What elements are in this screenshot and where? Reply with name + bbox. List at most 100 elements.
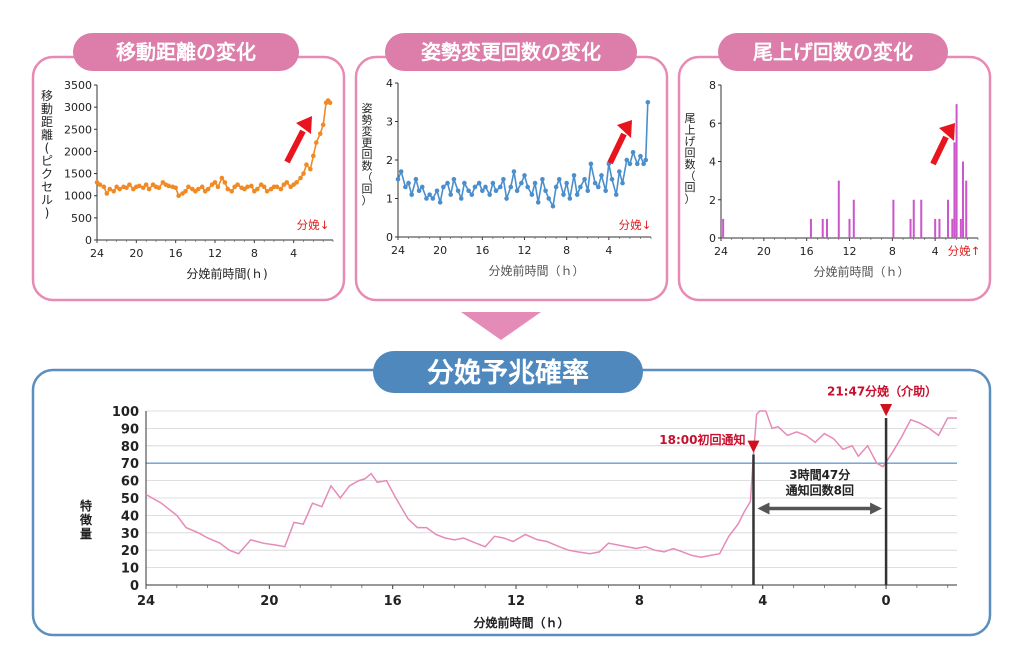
movement-title: 移動距離の変化 xyxy=(116,40,256,64)
data-point xyxy=(641,161,646,167)
y-axis-label-char: ピ xyxy=(41,154,53,168)
data-point xyxy=(278,186,284,192)
movement-chart: 0 500 1000 1500 2000 2500 3000 3500 24 20 16 12 8 4 分娩… xyxy=(41,79,334,281)
first-notice-label: 18:00初回通知 xyxy=(659,432,745,447)
data-point xyxy=(546,196,552,201)
y-tick-label: 1500 xyxy=(64,168,92,181)
data-point xyxy=(176,193,181,199)
data-point xyxy=(550,203,556,209)
y-axis-label-char: （ xyxy=(362,171,373,184)
birth-label: 21:47分娩（介助） xyxy=(827,383,937,398)
x-tick-label: 20 xyxy=(757,245,771,258)
x-tick-label: 8 xyxy=(251,247,258,260)
data-point xyxy=(493,188,499,194)
data-point xyxy=(508,184,514,190)
tail-rise-arrow-icon xyxy=(930,123,955,166)
y-tick-label: 50 xyxy=(121,492,139,507)
data-point xyxy=(462,180,467,186)
data-point xyxy=(261,184,267,190)
y-axis-label-char: ( xyxy=(45,141,50,155)
data-point xyxy=(434,188,440,194)
data-point xyxy=(195,186,201,192)
data-point xyxy=(645,99,651,105)
movement-rise-arrow-icon xyxy=(284,116,312,164)
data-point xyxy=(480,188,485,194)
y-tick-label: 500 xyxy=(71,212,92,225)
data-bar xyxy=(821,218,824,238)
data-point xyxy=(254,186,260,192)
x-tick-label: 4 xyxy=(932,245,939,258)
y-axis-label-char: 上 xyxy=(685,124,696,137)
data-point xyxy=(124,185,129,191)
y-axis-label-char: 回 xyxy=(685,181,696,194)
data-point xyxy=(556,176,562,182)
y-tick-label: 10 xyxy=(121,562,139,577)
data-point xyxy=(504,196,509,201)
data-point xyxy=(511,169,517,174)
data-point xyxy=(599,173,604,178)
interval-arrow-right-icon xyxy=(870,502,883,515)
data-point xyxy=(643,157,649,163)
data-bar xyxy=(962,161,965,238)
data-bar xyxy=(826,218,829,238)
data-point xyxy=(403,184,408,190)
data-point xyxy=(522,173,527,178)
y-tick-label: 30 xyxy=(121,527,139,542)
data-point xyxy=(567,196,573,201)
data-point xyxy=(186,184,191,190)
data-bar xyxy=(909,218,912,238)
y-tick-label: 1000 xyxy=(64,190,92,203)
data-point xyxy=(249,183,254,189)
data-point xyxy=(235,182,240,187)
x-tick-label: 12 xyxy=(843,245,857,258)
data-point xyxy=(183,188,188,194)
data-point xyxy=(430,196,436,201)
data-bar xyxy=(951,218,954,238)
data-point xyxy=(613,192,619,197)
data-point xyxy=(476,180,482,186)
x-tick-label: 4 xyxy=(758,594,767,609)
movement-title-pill xyxy=(73,33,299,71)
y-axis-label-char: ） xyxy=(685,193,696,206)
y-tick-label: 4 xyxy=(386,77,393,90)
data-point xyxy=(578,184,583,190)
data-point xyxy=(212,180,218,185)
data-point xyxy=(301,171,306,176)
data-point xyxy=(140,185,146,191)
data-point xyxy=(514,188,520,194)
y-axis-label-char: ） xyxy=(362,194,373,207)
posture-title: 姿勢変更回数の変化 xyxy=(421,40,601,64)
y-axis-label-char: ク xyxy=(41,167,53,181)
data-point xyxy=(398,169,404,174)
data-point xyxy=(497,184,503,190)
y-tick-label: 2 xyxy=(386,154,393,167)
data-bar xyxy=(959,218,962,238)
interval-count-label: 通知回数8回 xyxy=(786,483,854,498)
data-point xyxy=(624,157,630,163)
data-point xyxy=(395,176,401,182)
y-tick-label: 0 xyxy=(709,232,716,245)
y-axis-label-char: 特 xyxy=(80,498,92,513)
data-point xyxy=(313,140,319,145)
data-point xyxy=(284,180,290,185)
x-tick-label: 24 xyxy=(90,247,104,260)
y-axis-label-char: 距 xyxy=(41,115,53,129)
data-point xyxy=(445,180,450,186)
y-tick-label: 2500 xyxy=(64,123,92,136)
y-tick-label: 2000 xyxy=(64,145,92,158)
x-tick-label: 4 xyxy=(605,244,612,257)
y-axis-label-char: 勢 xyxy=(362,113,373,127)
data-point xyxy=(525,184,530,190)
x-tick-label: 24 xyxy=(391,244,405,257)
data-point xyxy=(483,184,488,190)
data-point xyxy=(553,184,559,190)
x-tick-label: 16 xyxy=(800,245,814,258)
data-point xyxy=(540,176,545,182)
data-point xyxy=(627,161,633,167)
y-tick-label: 3500 xyxy=(64,79,92,92)
x-tick-label: 8 xyxy=(563,244,570,257)
data-point xyxy=(101,184,107,190)
data-point xyxy=(166,183,172,189)
